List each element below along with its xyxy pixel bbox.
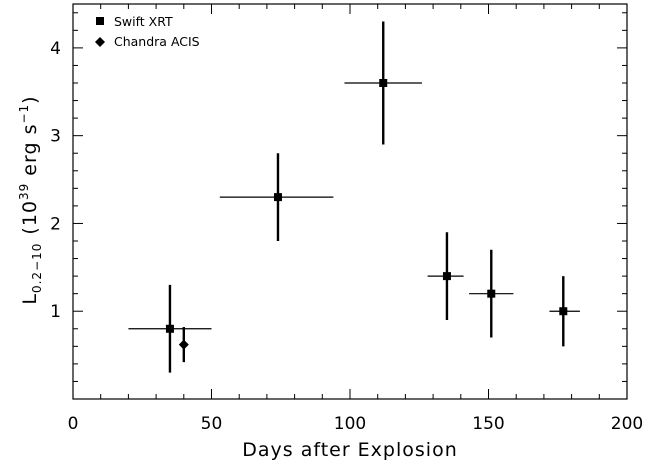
data-point-swift-xrt: [559, 307, 568, 316]
legend: Swift XRT Chandra ACIS: [95, 14, 200, 49]
data-point-swift-xrt: [487, 289, 496, 298]
ticks: [72, 4, 628, 399]
x-tick-label: 100: [334, 414, 366, 434]
legend-label-swift-xrt: Swift XRT: [114, 14, 173, 29]
y-axis-title: L0.2−10(1039 erg s−1): [17, 95, 44, 304]
x-tick-label: 50: [201, 414, 223, 434]
data-point-chandra-acis: [178, 339, 189, 350]
legend-marker-chandra-acis: [95, 37, 105, 47]
data-point-swift-xrt: [273, 193, 282, 202]
plot-frame: [72, 3, 628, 400]
x-tick-label: 200: [611, 414, 643, 434]
y-tick-label: 1: [50, 302, 61, 322]
data-point-swift-xrt: [165, 324, 174, 333]
y-tick-label: 4: [50, 39, 61, 59]
y-tick-label: 3: [50, 127, 61, 147]
y-tick-label: 2: [50, 214, 61, 234]
legend-label-chandra-acis: Chandra ACIS: [114, 34, 200, 49]
data-points: [128, 21, 580, 373]
x-tick-label: 0: [68, 414, 79, 434]
x-axis-title: Days after Explosion: [242, 439, 458, 461]
legend-marker-swift-xrt: [96, 17, 104, 25]
tick-labels: 0 50 100 150 200 1 2 3 4: [50, 39, 643, 434]
data-point-swift-xrt: [379, 79, 388, 87]
x-tick-label: 150: [472, 414, 504, 434]
data-point-swift-xrt: [442, 272, 451, 281]
